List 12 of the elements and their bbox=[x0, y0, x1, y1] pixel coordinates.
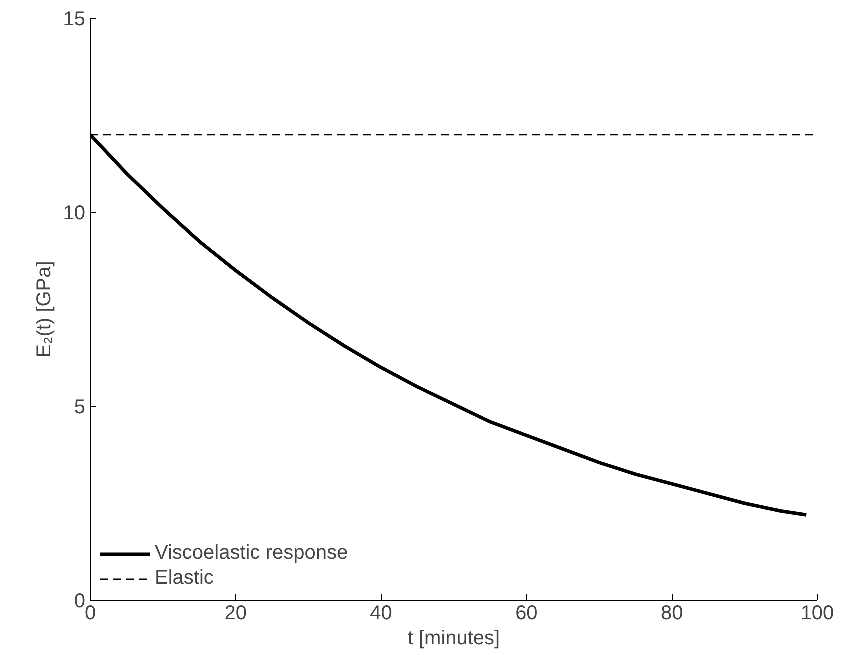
y-tick-label: 15 bbox=[63, 8, 86, 30]
x-tick-label: 20 bbox=[224, 602, 248, 624]
legend-label: Viscoelastic response bbox=[155, 542, 348, 565]
y-axis-title: E₂(t) [GPa] bbox=[33, 261, 56, 358]
legend-label: Elastic bbox=[155, 567, 214, 590]
x-tick-label: 60 bbox=[516, 602, 538, 624]
x-axis-title: t [minutes] bbox=[408, 628, 500, 650]
x-tick-label: 80 bbox=[660, 602, 684, 624]
x-tick-label: 100 bbox=[800, 602, 834, 624]
y-tick-label: 10 bbox=[63, 202, 86, 224]
y-tick-label: 5 bbox=[74, 396, 86, 418]
x-tick-label: 40 bbox=[370, 602, 392, 624]
